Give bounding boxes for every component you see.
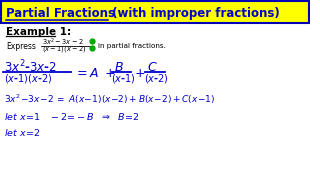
- Text: Express: Express: [6, 42, 36, 51]
- Text: $3x^2$-$3x$-$2$: $3x^2$-$3x$-$2$: [4, 59, 57, 75]
- Text: $(x$-$1)$: $(x$-$1)$: [111, 71, 136, 84]
- Text: Example 1:: Example 1:: [6, 27, 71, 37]
- Text: (with improper fractions): (with improper fractions): [108, 6, 279, 19]
- Text: $3x^2-3x-2$: $3x^2-3x-2$: [42, 37, 83, 48]
- Text: in partial fractions.: in partial fractions.: [98, 43, 166, 49]
- Text: $\mathit{let}\ x\!=\!1\ \ \ -2\!=\!-B\ \ \Rightarrow\ \ B\!=\!2$: $\mathit{let}\ x\!=\!1\ \ \ -2\!=\!-B\ \…: [4, 111, 139, 122]
- Text: $\mathit{let}\ x\!=\!2$: $\mathit{let}\ x\!=\!2$: [4, 127, 40, 138]
- Text: $(x$-$2)$: $(x$-$2)$: [144, 71, 169, 84]
- Text: $+$: $+$: [134, 66, 145, 80]
- Text: $C$: $C$: [147, 60, 158, 73]
- Text: $= A\ +$: $= A\ +$: [74, 66, 115, 80]
- Text: $B$: $B$: [114, 60, 124, 73]
- Text: Partial Fractions: Partial Fractions: [6, 6, 115, 19]
- FancyBboxPatch shape: [1, 1, 309, 23]
- Text: $(x-1)(x-2)$: $(x-1)(x-2)$: [42, 44, 86, 53]
- Text: $(x$-$1)(x$-$2)$: $(x$-$1)(x$-$2)$: [4, 71, 52, 84]
- Text: $3x^2\!-\!3x\!-\!2\;=\;A(x\!-\!1)(x\!-\!2)+B(x\!-\!2)+C(x\!-\!1)$: $3x^2\!-\!3x\!-\!2\;=\;A(x\!-\!1)(x\!-\!…: [4, 92, 215, 106]
